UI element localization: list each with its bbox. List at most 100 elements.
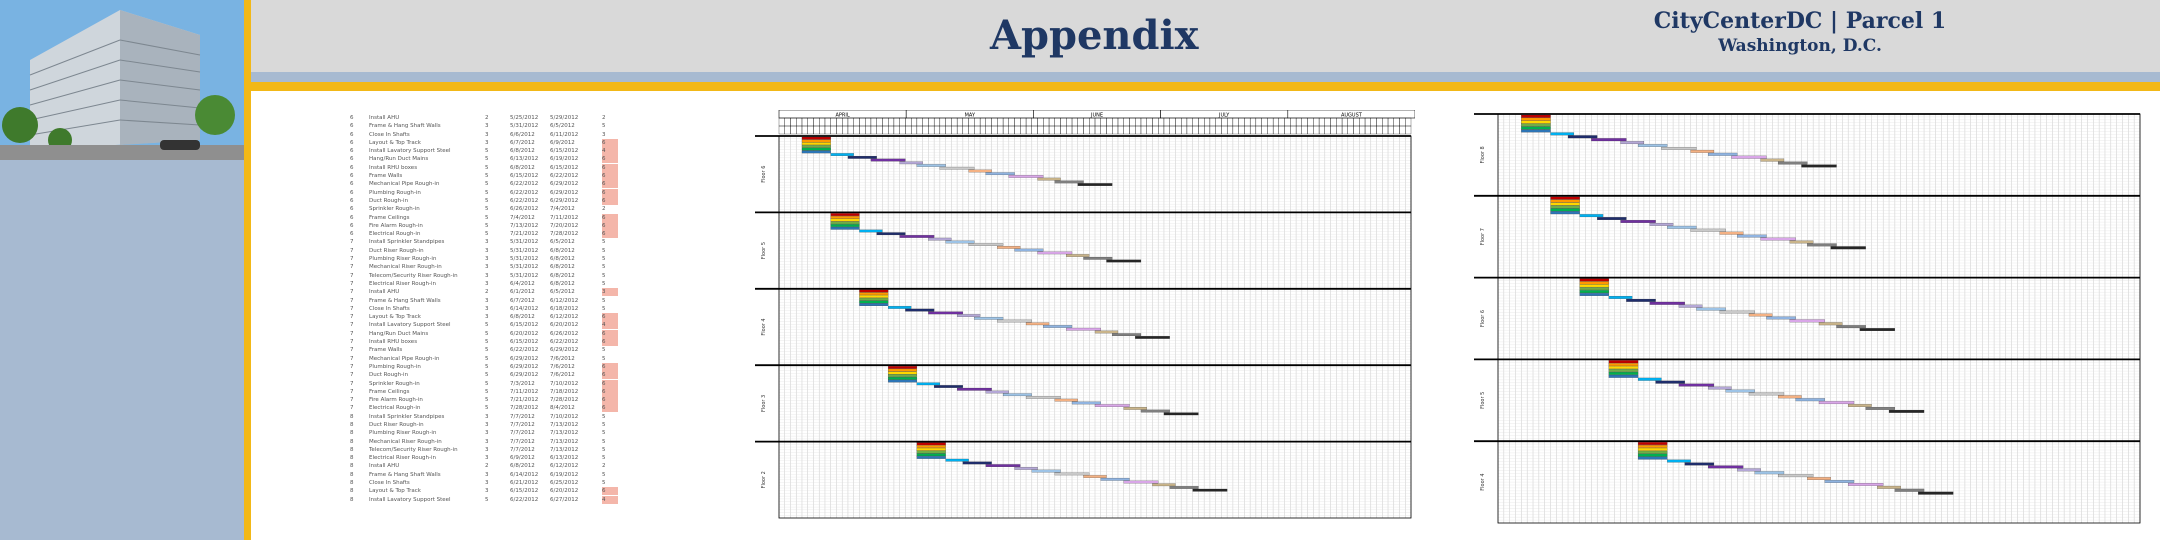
gantt-bar — [1054, 398, 1078, 402]
table-cell: 6 — [350, 206, 354, 213]
day-cell — [899, 117, 906, 127]
gantt-bar — [830, 213, 860, 216]
gantt-bar — [1818, 322, 1843, 326]
gantt-bar — [1667, 459, 1691, 463]
table-cell: 6 — [602, 155, 618, 164]
table-cell: 6/15/2012 — [510, 339, 539, 346]
table-cell: 6 — [350, 123, 354, 130]
day-cell — [1163, 125, 1170, 135]
gantt-bar — [1620, 220, 1656, 223]
day-cell — [1330, 117, 1337, 127]
table-cell: 7/3/2012 — [510, 380, 535, 387]
day-cell — [1278, 125, 1285, 135]
table-cell: 6/8/2012 — [550, 247, 575, 254]
table-cell: 7/7/2012 — [510, 421, 535, 428]
table-cell: 5 — [485, 206, 489, 213]
table-cell: Install Sprinkler Standpipes — [369, 239, 445, 246]
building-photo — [0, 0, 244, 160]
floor-label: Floor 6 — [761, 166, 767, 183]
table-row: 6 Sprinkler Rough-in 5 6/26/2012 7/4/2012 2 — [350, 205, 620, 213]
day-cell — [1014, 125, 1021, 135]
table-cell: Electrical Riser Rough-in — [369, 455, 437, 462]
table-cell: 7 — [350, 363, 354, 370]
gantt-bar — [1626, 298, 1656, 302]
day-cell — [939, 117, 946, 127]
table-cell: 6/29/2012 — [510, 372, 539, 379]
table-cell: 5 — [485, 405, 489, 412]
day-cell — [1054, 125, 1061, 135]
gantt-bar — [1591, 138, 1627, 142]
day-cell — [1382, 125, 1389, 135]
day-cell — [807, 125, 814, 135]
gantt-bar — [1894, 488, 1925, 492]
gantt-bar — [1037, 177, 1061, 181]
table-cell: Plumbing Riser Rough-in — [369, 256, 437, 263]
gantt-bar — [1579, 284, 1609, 288]
table-cell: 5 — [485, 322, 489, 329]
gantt-bar — [1550, 205, 1580, 209]
table-cell: 6 — [602, 396, 618, 405]
gantt-bar — [1579, 293, 1609, 296]
table-cell: 3 — [485, 471, 489, 478]
table-row: 7 Sprinkler Rough-in 5 7/3/2012 7/10/2012 6 — [350, 379, 620, 388]
gantt-bar — [830, 153, 854, 156]
table-cell: 3 — [485, 131, 489, 138]
day-cell — [1301, 125, 1308, 135]
gantt-bar — [1083, 475, 1107, 478]
floor-block: Floor 6 — [755, 135, 1412, 213]
table-cell: 7/13/2012 — [550, 446, 579, 453]
gantt-bar — [1667, 225, 1697, 229]
header-gold-bar — [251, 82, 2160, 91]
gantt-bar — [1737, 468, 1761, 472]
table-cell: 6 — [350, 231, 354, 238]
table-cell: 6/4/2012 — [510, 280, 535, 287]
table-cell: 5 — [602, 123, 606, 130]
table-cell: Plumbing Rough-in — [369, 363, 421, 370]
gantt-bar — [1725, 389, 1755, 393]
table-cell: 6 — [350, 115, 354, 121]
project-name: CityCenterDC | Parcel 1 — [1653, 8, 1947, 34]
table-cell: 6/21/2012 — [510, 480, 539, 487]
table-row: 6 Electrical Rough-in 5 7/21/2012 7/28/2012 6 — [350, 230, 620, 239]
day-cell — [916, 125, 923, 135]
day-cell — [1405, 117, 1412, 127]
day-cell — [1186, 117, 1193, 127]
gantt-bar — [1620, 141, 1645, 145]
day-cell — [1226, 117, 1234, 127]
day-cell — [819, 117, 826, 127]
table-row: 7 Frame Walls 5 6/22/2012 6/29/2012 5 — [350, 346, 620, 354]
table-row: 6 Layout & Top Track 3 6/7/2012 6/9/2012 6 — [350, 138, 620, 147]
table-cell: 3 — [485, 280, 489, 287]
gantt-bar — [1766, 316, 1796, 320]
gantt-bar — [1637, 453, 1668, 457]
chart-frame — [778, 135, 1412, 519]
table-cell: 5 — [485, 380, 489, 387]
gantt-bar — [1025, 322, 1050, 326]
table-cell: 8 — [350, 480, 354, 487]
table-cell: 6/27/2012 — [550, 496, 579, 503]
table-cell: Duct Rough-in — [369, 372, 409, 379]
gantt-bar — [1521, 114, 1551, 118]
table-cell: 3 — [485, 297, 489, 304]
table-cell: 6 — [602, 188, 618, 197]
table-cell: 7/21/2012 — [510, 231, 539, 238]
gantt-bar — [1649, 222, 1674, 226]
gantt-bar — [939, 166, 975, 170]
gantt-bar — [1649, 301, 1685, 305]
table-cell: 5/31/2012 — [510, 272, 539, 279]
gantt-bar — [1719, 231, 1744, 235]
table-cell: Install RHU boxes — [369, 164, 418, 171]
table-cell: 6 — [602, 196, 618, 205]
day-cell — [830, 125, 837, 135]
table-cell: 7 — [350, 297, 354, 304]
day-cell — [1290, 117, 1297, 127]
table-cell: Install AHU — [369, 463, 400, 470]
table-cell: 3 — [485, 488, 489, 495]
table-cell: 6/7/2012 — [510, 297, 535, 304]
table-cell: Mechanical Riser Rough-in — [369, 438, 442, 445]
table-cell: 6/11/2012 — [550, 131, 579, 138]
table-cell: 6 — [602, 379, 618, 388]
table-cell: 3 — [485, 446, 489, 453]
gantt-bar — [1094, 330, 1119, 334]
table-cell: 5 — [485, 164, 489, 171]
